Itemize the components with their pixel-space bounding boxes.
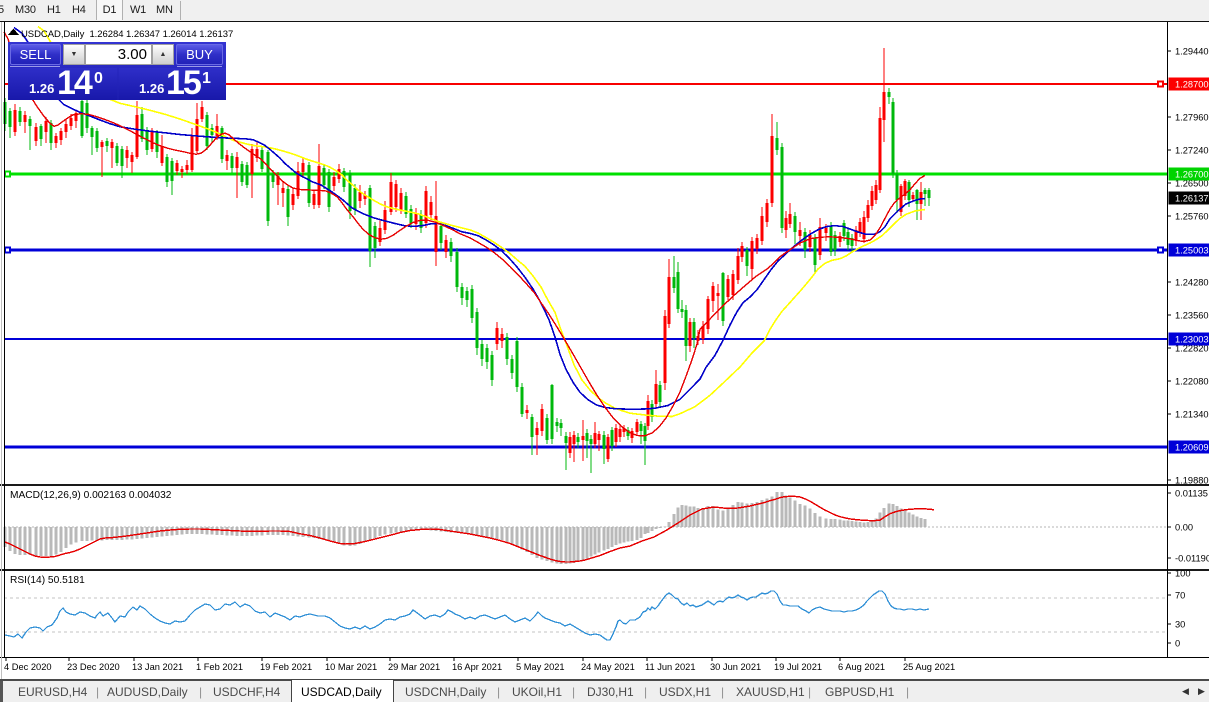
svg-text:1.26500: 1.26500: [1175, 179, 1209, 189]
svg-text:19 Feb 2021: 19 Feb 2021: [260, 662, 312, 672]
svg-text:-0.01190: -0.01190: [1175, 554, 1209, 564]
svg-text:6 Aug 2021: 6 Aug 2021: [838, 662, 885, 672]
svg-text:1.27960: 1.27960: [1175, 113, 1209, 123]
svg-text:11 Jun 2021: 11 Jun 2021: [645, 662, 696, 672]
svg-text:1.22080: 1.22080: [1175, 377, 1209, 387]
svg-text:1.29440: 1.29440: [1175, 47, 1209, 57]
svg-text:0.01135: 0.01135: [1175, 489, 1208, 499]
svg-text:USDCAD,Daily 1.26284 1.26347: USDCAD,Daily 1.26284 1.26347 1.26014 1.2…: [21, 29, 233, 40]
svg-text:1.26700: 1.26700: [1175, 170, 1209, 180]
svg-text:24 May 2021: 24 May 2021: [581, 662, 635, 672]
svg-text:1.25760: 1.25760: [1175, 212, 1209, 222]
svg-text:70: 70: [1175, 591, 1185, 601]
svg-text:1.24280: 1.24280: [1175, 278, 1209, 288]
svg-text:1 Feb 2021: 1 Feb 2021: [196, 662, 243, 672]
svg-text:13 Jan 2021: 13 Jan 2021: [132, 662, 183, 672]
svg-text:25 Aug 2021: 25 Aug 2021: [903, 662, 955, 672]
svg-text:1.23003: 1.23003: [1175, 335, 1209, 345]
svg-text:1.20609: 1.20609: [1175, 443, 1209, 453]
svg-text:29 Mar 2021: 29 Mar 2021: [388, 662, 440, 672]
svg-text:5 May 2021: 5 May 2021: [516, 662, 565, 672]
svg-text:30: 30: [1175, 620, 1185, 630]
svg-text:1.28700: 1.28700: [1175, 80, 1209, 90]
svg-text:RSI(14) 50.5181: RSI(14) 50.5181: [10, 575, 85, 586]
svg-text:30 Jun 2021: 30 Jun 2021: [710, 662, 761, 672]
svg-text:1.21340: 1.21340: [1175, 410, 1209, 420]
svg-text:19 Jul 2021: 19 Jul 2021: [774, 662, 822, 672]
svg-text:23 Dec 2020: 23 Dec 2020: [67, 662, 120, 672]
svg-text:16 Apr 2021: 16 Apr 2021: [452, 662, 502, 672]
svg-text:1.27240: 1.27240: [1175, 146, 1209, 156]
svg-text:1.23560: 1.23560: [1175, 311, 1209, 321]
svg-text:1.25003: 1.25003: [1175, 246, 1209, 256]
svg-text:MACD(12,26,9) 0.002163 0.00403: MACD(12,26,9) 0.002163 0.004032: [10, 490, 172, 501]
svg-text:1.26137: 1.26137: [1175, 194, 1209, 204]
svg-text:0.00: 0.00: [1175, 523, 1193, 533]
svg-text:10 Mar 2021: 10 Mar 2021: [325, 662, 377, 672]
svg-text:0: 0: [1175, 639, 1180, 649]
svg-text:1.19880: 1.19880: [1175, 476, 1209, 486]
svg-text:100: 100: [1175, 569, 1191, 579]
svg-text:4 Dec 2020: 4 Dec 2020: [4, 662, 52, 672]
svg-text:1.22820: 1.22820: [1175, 344, 1209, 354]
